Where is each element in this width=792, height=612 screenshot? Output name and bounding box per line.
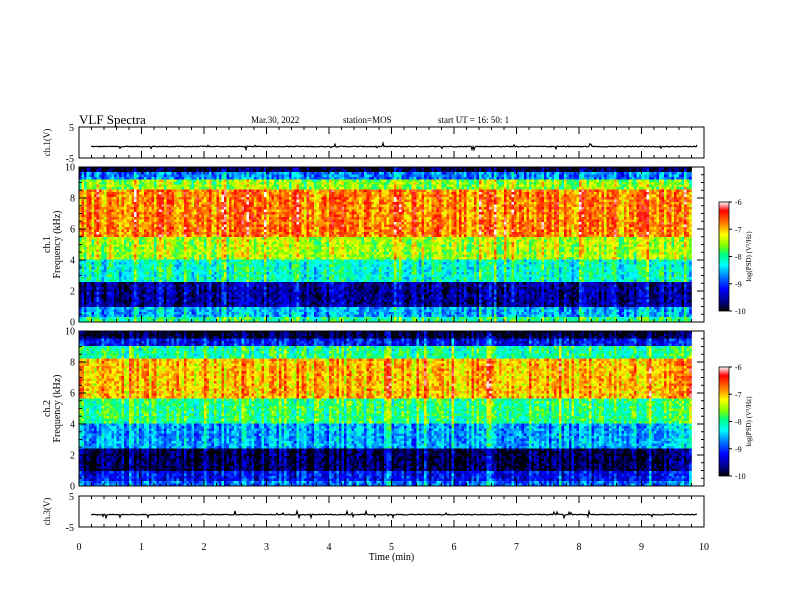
colorbar-gradient: [719, 202, 729, 311]
colorbar-label: log(PSD) (V²/Hz): [745, 231, 753, 282]
x-tick-label: 1: [139, 542, 144, 553]
y-axis-label: Frequency (kHz): [52, 210, 63, 278]
y-tick-label: 8: [70, 358, 75, 369]
colorbar-tick-label: -9: [735, 280, 742, 289]
y-tick-label: 10: [65, 163, 75, 174]
colorbar-tick-label: -7: [735, 225, 742, 234]
colorbar-tick-label: -7: [735, 390, 742, 399]
vlf-figure: 5-5ch.1(V) 0246810ch.1 Frequency (kHz) 02…: [0, 0, 792, 612]
colorbar-label: log(PSD) (V²/Hz): [745, 396, 753, 447]
y-tick-label: 10: [65, 327, 75, 338]
colorbar-tick-label: -8: [735, 253, 742, 262]
y-axis-label: Frequency (kHz): [52, 374, 63, 442]
x-tick-label: 10: [699, 542, 709, 553]
y-axis-label: ch.1(V): [42, 129, 52, 157]
y-tick-label: 5: [69, 123, 74, 134]
x-tick-label: 3: [264, 542, 269, 553]
ch1-voltage-panel: 5-5ch.1(V): [42, 123, 704, 165]
y-tick-label: 4: [70, 256, 75, 267]
colorbar-tick-label: -6: [735, 198, 742, 207]
colorbar-tick-label: -9: [735, 445, 742, 454]
x-tick-label: 9: [639, 542, 644, 553]
x-tick-label: 8: [577, 542, 582, 553]
y-tick-label: 8: [70, 194, 75, 205]
y-tick-label: 6: [70, 389, 75, 400]
x-tick-label: 0: [77, 542, 82, 553]
x-axis-label: Time (min): [369, 552, 414, 563]
ch1-colorbar: -6 -7 -8 -9 -10 log(PSD) (V²/Hz): [719, 198, 753, 316]
y-tick-label: 4: [70, 420, 75, 431]
y-tick-label: -5: [66, 523, 74, 534]
spectrogram-cells: [79, 167, 692, 322]
y-tick-label: 5: [69, 492, 74, 503]
y-tick-label: 0: [70, 482, 75, 493]
colorbar-tick-label: -6: [735, 363, 742, 372]
colorbar-tick-label: -10: [735, 307, 746, 316]
y-axis-label: ch.3(V): [42, 498, 52, 526]
ch3-voltage-panel: 5 -5 ch.3(V): [42, 492, 704, 534]
x-tick-label: 7: [514, 542, 519, 553]
x-tick-label: 2: [202, 542, 207, 553]
colorbar-tick-label: -8: [735, 418, 742, 427]
x-tick-label: 6: [452, 542, 457, 553]
y-tick-label: 2: [70, 451, 75, 462]
colorbar-tick-label: -10: [735, 472, 746, 481]
colorbar-gradient: [719, 367, 729, 476]
spectrogram-cells: [79, 331, 692, 486]
y-tick-label: 6: [70, 225, 75, 236]
ch2-colorbar: -6 -7 -8 -9 -10 log(PSD) (V²/Hz): [719, 363, 753, 481]
y-tick-label: 2: [70, 287, 75, 298]
x-tick-label: 4: [327, 542, 332, 553]
